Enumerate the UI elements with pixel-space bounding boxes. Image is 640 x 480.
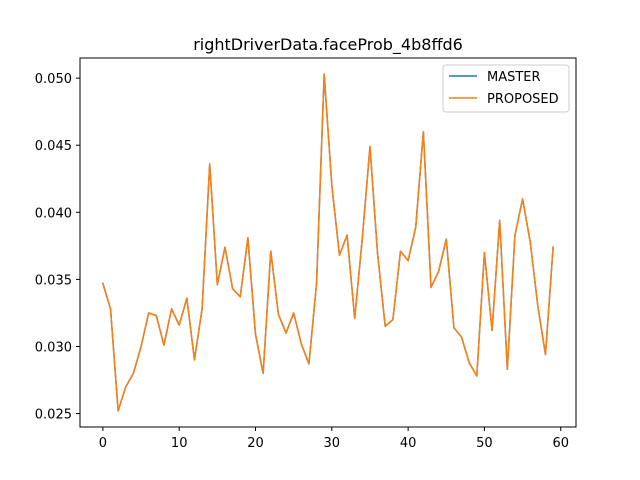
legend-label-master: MASTER <box>487 70 541 85</box>
x-tick-label: 20 <box>247 436 264 451</box>
x-tick-label: 0 <box>99 436 107 451</box>
y-tick-label: 0.045 <box>35 139 72 154</box>
y-axis: 0.025 0.030 0.035 0.040 0.045 0.050 <box>35 72 80 423</box>
series-line-proposed <box>101 73 554 412</box>
chart-title: rightDriverData.faceProb_4b8ffd6 <box>193 35 463 55</box>
x-tick-label: 30 <box>324 436 341 451</box>
legend: MASTER PROPOSED <box>442 64 570 113</box>
plot-area <box>79 57 577 428</box>
axes-frame <box>79 57 577 428</box>
y-tick-label: 0.030 <box>35 340 72 355</box>
y-tick-label: 0.035 <box>35 273 72 288</box>
y-tick-label: 0.040 <box>35 206 72 221</box>
y-tick-label: 0.025 <box>35 408 72 423</box>
x-tick-label: 40 <box>400 436 417 451</box>
legend-label-proposed: PROPOSED <box>487 92 559 107</box>
y-tick-label: 0.050 <box>35 72 72 87</box>
x-tick-label: 50 <box>476 436 493 451</box>
axes-background <box>80 58 576 427</box>
series-lines <box>101 73 554 412</box>
x-axis: 0 10 20 30 40 50 60 <box>99 427 569 451</box>
x-tick-label: 10 <box>171 436 188 451</box>
x-tick-label: 60 <box>552 436 569 451</box>
